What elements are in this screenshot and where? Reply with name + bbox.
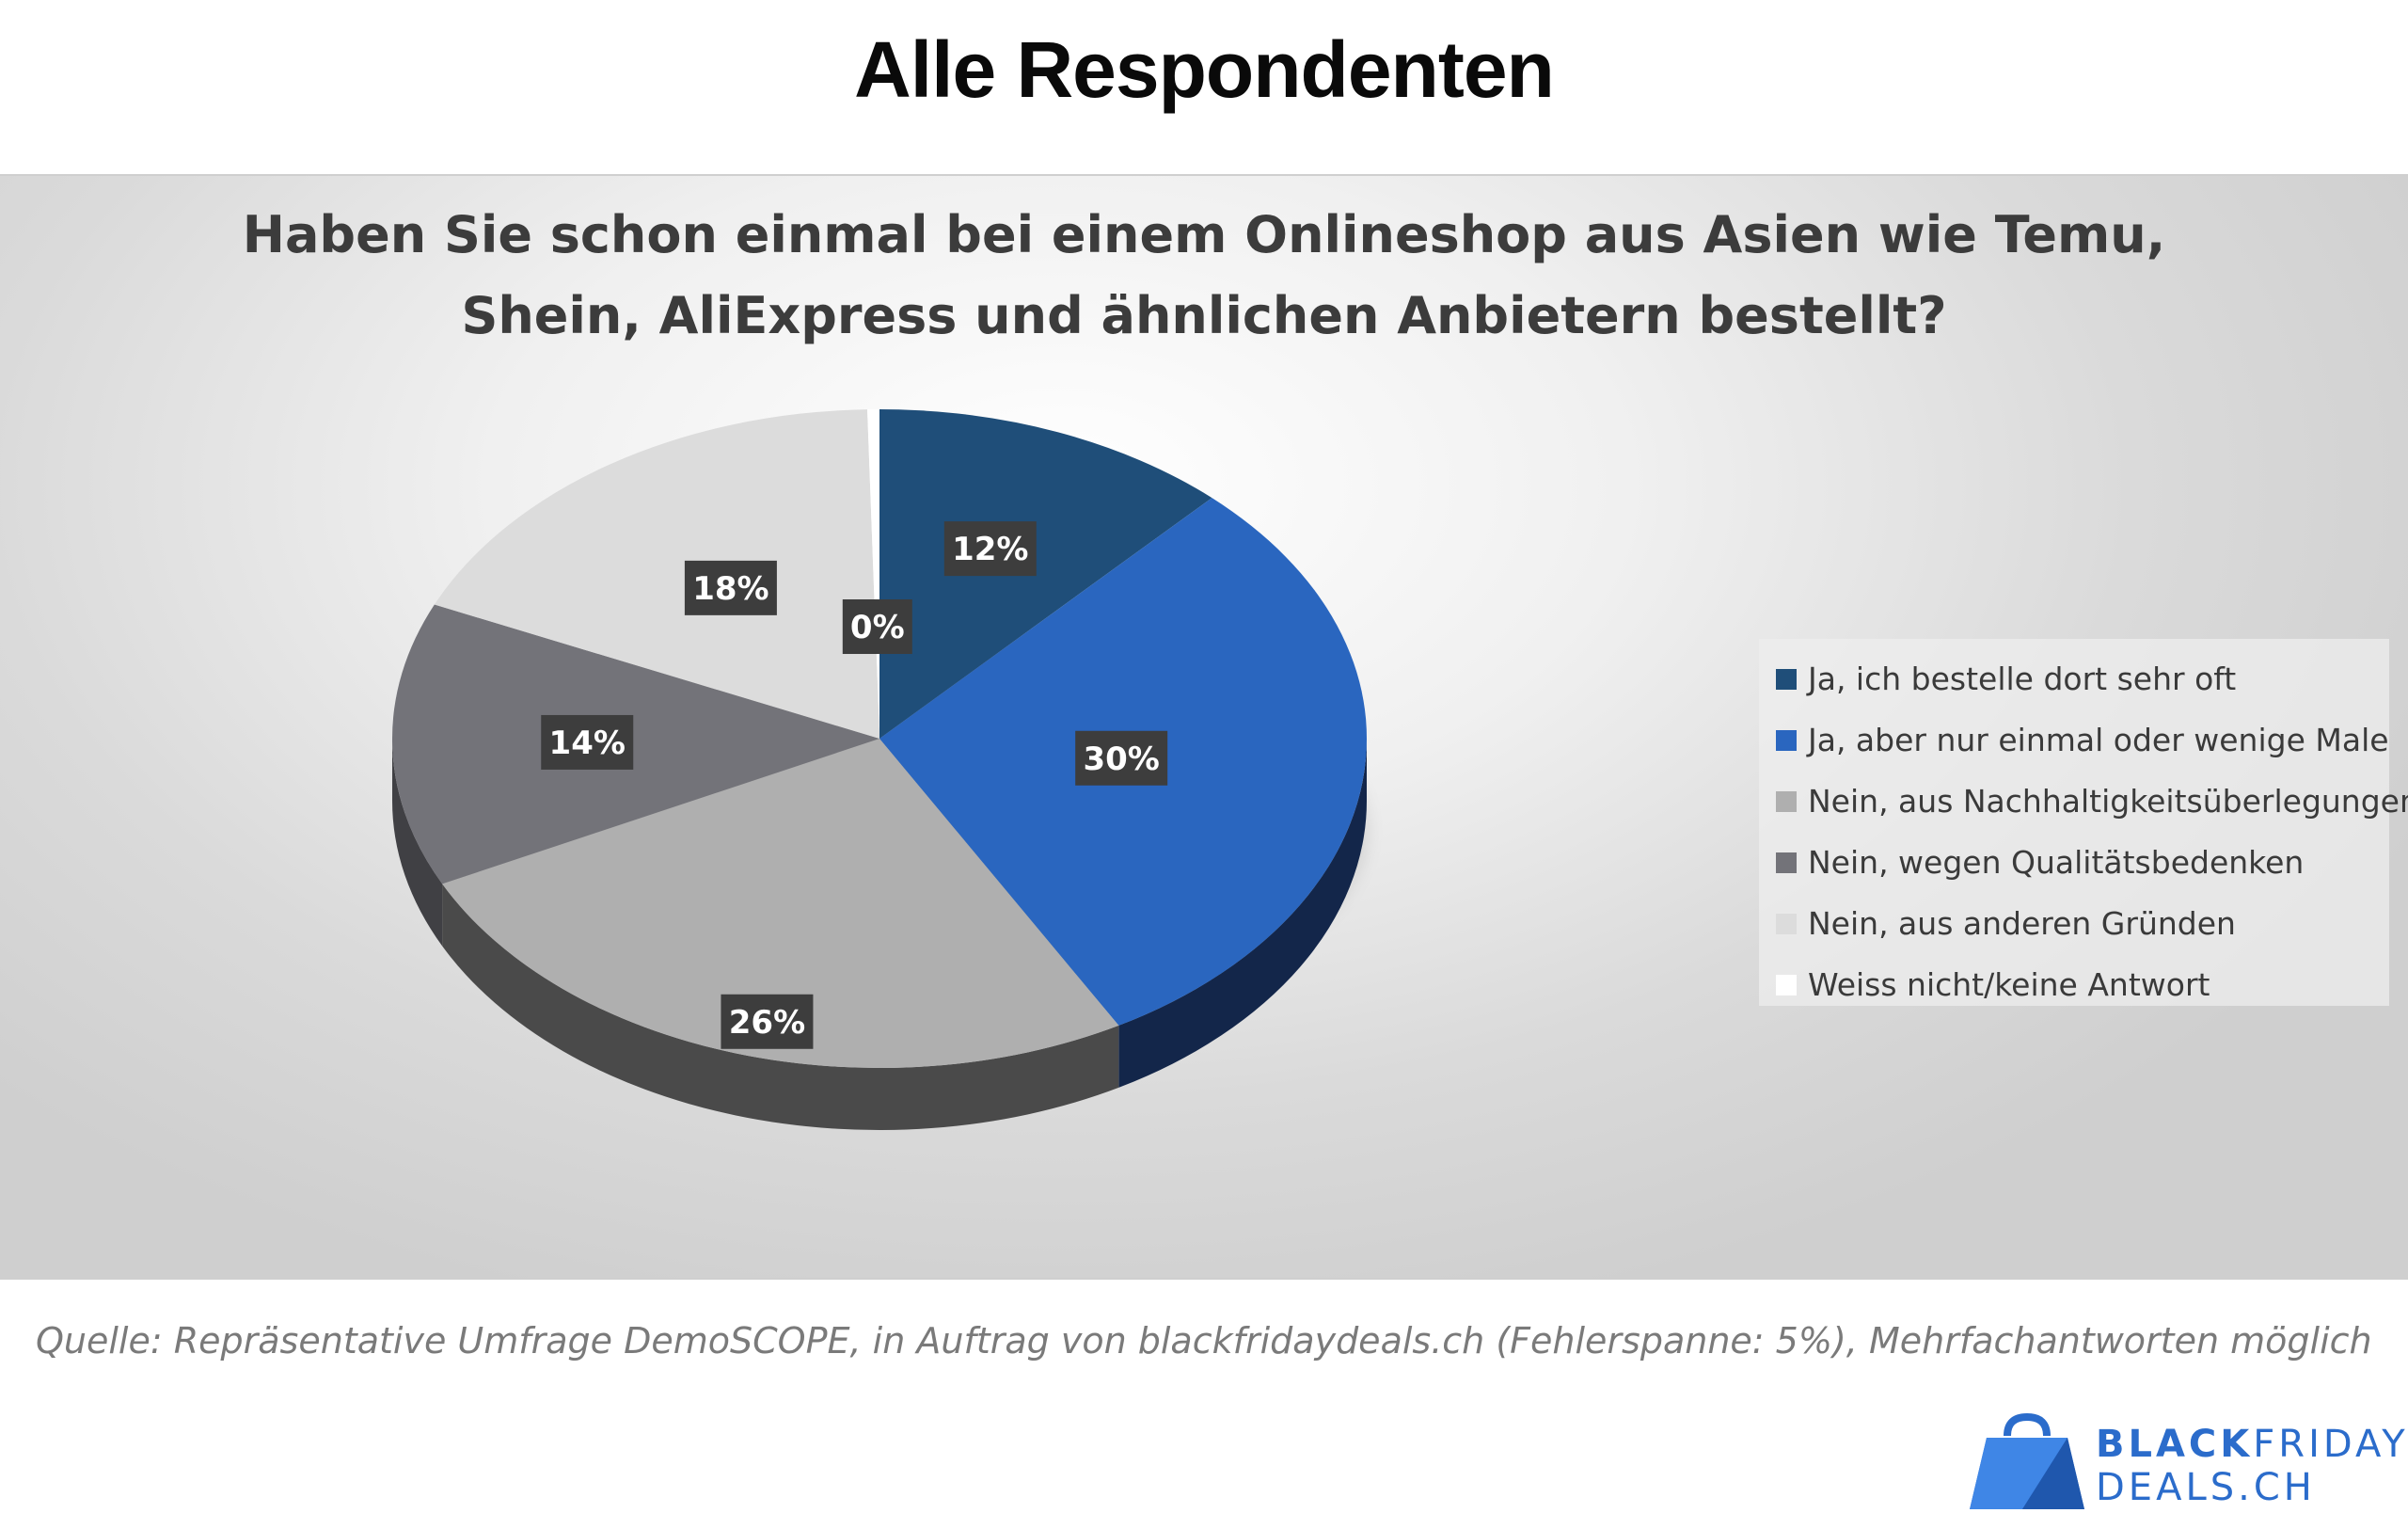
legend-item-2: Nein, aus Nachhaltigkeitsüberlegungen <box>1759 771 2408 832</box>
legend-swatch <box>1776 790 1797 812</box>
pie-slice-2 <box>442 739 1119 1068</box>
chart-legend: Ja, ich bestelle dort sehr oft Ja, aber n… <box>1759 639 2408 1006</box>
legend-label: Nein, aus anderen Gründen <box>1808 905 2236 942</box>
legend-label: Nein, wegen Qualitätsbedenken <box>1808 844 2305 881</box>
data-label-4: 18% <box>684 560 777 615</box>
pie-slice-4 <box>434 409 879 739</box>
chart-panel: Haben Sie schon einmal bei einem Onlines… <box>0 174 2408 1280</box>
logo-black: BLACK <box>2096 1423 2254 1466</box>
legend-label: Nein, aus Nachhaltigkeitsüberlegungen <box>1808 783 2408 820</box>
chart-title-line-2: Shein, AliExpress und ähnlichen Anbieter… <box>461 286 1947 345</box>
data-label-1: 30% <box>1075 730 1168 786</box>
logo-wordmark-line-1: BLACKFRIDAY <box>2096 1423 2408 1466</box>
data-label-text: 30% <box>1083 741 1159 778</box>
data-label-2: 26% <box>721 994 814 1049</box>
data-label-text: 0% <box>850 609 905 646</box>
pie-chart: 12% 30% 26% 14% 18% 0% <box>391 409 1367 1130</box>
data-label-box <box>541 714 634 770</box>
data-label-box <box>1075 730 1168 786</box>
legend-item-5: Weiss nicht/keine Antwort <box>1759 954 2389 1015</box>
data-label-0: 12% <box>943 521 1037 577</box>
logo-wordmark-line-2: DEALS.CH <box>2096 1466 2316 1509</box>
legend-swatch <box>1776 913 1797 934</box>
legend-label: Ja, ich bestelle dort sehr oft <box>1808 661 2237 697</box>
legend-label: Ja, aber nur einmal oder wenige Male <box>1808 722 2389 758</box>
legend-item-4: Nein, aus anderen Gründen <box>1759 893 2389 954</box>
data-label-text: 18% <box>692 570 768 608</box>
chart-title-line-1: Haben Sie schon einmal bei einem Onlines… <box>242 205 2166 264</box>
data-label-box <box>684 560 777 615</box>
data-label-box <box>943 521 1037 577</box>
shopping-bag-icon <box>1970 1412 2084 1509</box>
pie-side-3 <box>392 739 443 947</box>
data-label-text: 14% <box>549 725 626 762</box>
pie-slice-0 <box>879 409 1212 739</box>
legend-item-0: Ja, ich bestelle dort sehr oft <box>1759 648 2389 709</box>
data-label-text: 26% <box>729 1004 805 1042</box>
legend-swatch <box>1776 852 1797 873</box>
legend-swatch <box>1776 974 1797 995</box>
legend-label: Weiss nicht/keine Antwort <box>1808 966 2210 1003</box>
data-label-5: 0% <box>842 599 912 655</box>
logo-friday: FRIDAY <box>2253 1423 2408 1466</box>
pie-slice-3 <box>391 604 879 884</box>
pie-side-1 <box>1118 739 1367 1088</box>
pie-slice-5 <box>867 409 879 739</box>
chart-title: Haben Sie schon einmal bei einem Onlines… <box>216 195 2192 357</box>
page-title: Alle Respondenten <box>854 25 1555 114</box>
data-label-box <box>842 599 912 655</box>
source-note: Quelle: Repräsentative Umfrage DemoSCOPE… <box>36 1320 2372 1362</box>
brand-logo: BLACKFRIDAY DEALS.CH <box>1966 1411 2405 1515</box>
legend-swatch <box>1776 729 1797 751</box>
data-label-3: 14% <box>541 714 634 770</box>
legend-item-3: Nein, wegen Qualitätsbedenken <box>1759 832 2389 893</box>
legend-swatch <box>1776 668 1797 690</box>
legend-item-1: Ja, aber nur einmal oder wenige Male <box>1759 709 2389 771</box>
data-label-text: 12% <box>952 531 1028 568</box>
data-label-box <box>721 994 814 1049</box>
pie-side-2 <box>442 884 1119 1130</box>
